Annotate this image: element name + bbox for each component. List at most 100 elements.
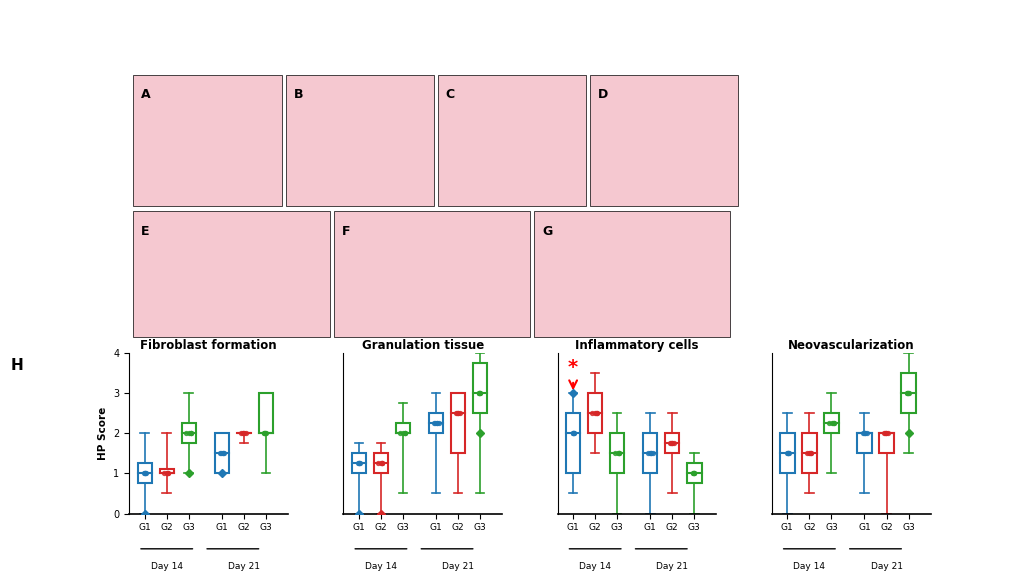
Bar: [643, 433, 658, 474]
Point: [235, 429, 251, 438]
Point: [212, 449, 229, 458]
Title: Inflammatory cells: Inflammatory cells: [575, 339, 699, 352]
Point: [392, 429, 408, 438]
Point: [685, 469, 701, 478]
Bar: [473, 363, 487, 413]
Point: [428, 419, 445, 428]
Point: [430, 419, 447, 428]
Point: [256, 429, 273, 438]
Point: [156, 469, 173, 478]
Bar: [802, 433, 817, 474]
Point: [237, 429, 253, 438]
Point: [351, 459, 367, 468]
Point: [779, 449, 795, 458]
Point: [566, 429, 582, 438]
Y-axis label: HP Score: HP Score: [98, 407, 108, 460]
Text: D: D: [598, 88, 608, 102]
Bar: [879, 433, 893, 454]
Bar: [182, 424, 195, 443]
Point: [214, 449, 231, 458]
Text: Day 14: Day 14: [793, 561, 825, 571]
Title: Granulation tissue: Granulation tissue: [362, 339, 484, 352]
Point: [802, 449, 819, 458]
Bar: [824, 413, 839, 433]
Point: [397, 429, 414, 438]
Point: [587, 409, 604, 418]
Point: [138, 469, 154, 478]
Point: [470, 389, 487, 398]
Point: [374, 459, 391, 468]
Point: [802, 449, 819, 458]
Text: Day 21: Day 21: [227, 561, 260, 571]
Point: [450, 409, 466, 418]
Point: [876, 429, 892, 438]
Text: Day 14: Day 14: [579, 561, 611, 571]
Point: [236, 429, 252, 438]
Point: [643, 449, 660, 458]
Point: [686, 469, 702, 478]
Point: [901, 389, 917, 398]
Point: [606, 449, 622, 458]
Bar: [688, 463, 701, 484]
FancyBboxPatch shape: [334, 211, 529, 337]
Point: [566, 429, 582, 438]
Point: [880, 429, 896, 438]
Point: [472, 389, 488, 398]
Bar: [610, 433, 625, 474]
Point: [825, 419, 842, 428]
Bar: [352, 454, 366, 474]
Point: [686, 469, 702, 478]
Point: [855, 429, 872, 438]
Point: [857, 429, 874, 438]
Point: [426, 419, 443, 428]
Point: [233, 429, 249, 438]
Point: [584, 409, 601, 418]
Point: [611, 449, 628, 458]
Point: [178, 429, 194, 438]
Point: [181, 429, 197, 438]
Point: [780, 449, 796, 458]
Point: [395, 429, 412, 438]
Point: [372, 459, 389, 468]
Point: [662, 439, 678, 448]
Point: [611, 449, 628, 458]
Point: [780, 449, 796, 458]
Point: [854, 429, 871, 438]
Point: [824, 419, 841, 428]
Point: [472, 389, 488, 398]
Point: [588, 409, 605, 418]
Point: [257, 429, 274, 438]
Point: [859, 429, 876, 438]
Point: [857, 429, 874, 438]
Point: [587, 409, 604, 418]
Bar: [396, 424, 410, 433]
Point: [825, 419, 842, 428]
Point: [643, 449, 660, 458]
Point: [565, 429, 581, 438]
Bar: [451, 394, 465, 454]
Bar: [665, 433, 679, 454]
Bar: [902, 373, 916, 413]
Point: [429, 419, 446, 428]
Bar: [138, 463, 152, 484]
Title: Fibroblast formation: Fibroblast formation: [141, 339, 277, 352]
Text: Day 14: Day 14: [151, 561, 183, 571]
Bar: [159, 470, 174, 474]
Point: [470, 389, 487, 398]
Point: [644, 449, 661, 458]
Point: [216, 449, 233, 458]
Point: [666, 439, 682, 448]
FancyBboxPatch shape: [437, 74, 586, 206]
Point: [397, 429, 414, 438]
Text: C: C: [446, 88, 455, 102]
Point: [256, 429, 273, 438]
Point: [135, 469, 152, 478]
Point: [374, 459, 391, 468]
Point: [452, 409, 468, 418]
Point: [136, 469, 153, 478]
Bar: [258, 394, 273, 433]
Text: Day 21: Day 21: [657, 561, 689, 571]
Point: [136, 469, 153, 478]
Title: Neovascularization: Neovascularization: [788, 339, 914, 352]
Point: [900, 389, 916, 398]
